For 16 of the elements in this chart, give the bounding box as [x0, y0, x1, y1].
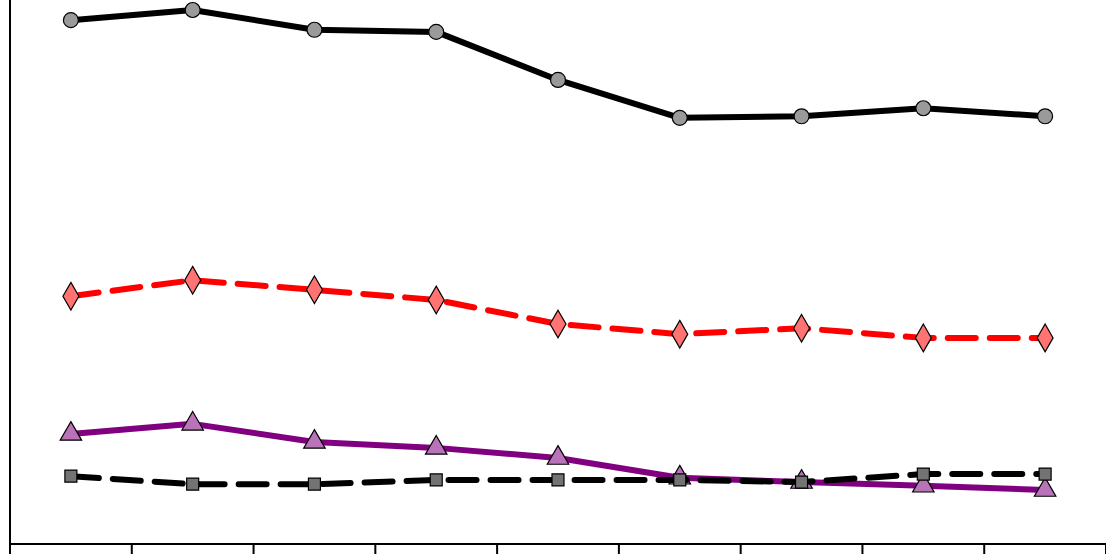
point	[307, 477, 322, 491]
point	[793, 108, 810, 125]
point	[916, 467, 930, 481]
point	[549, 71, 567, 89]
point	[428, 23, 445, 40]
point	[671, 109, 688, 126]
point	[551, 473, 565, 487]
point	[184, 1, 201, 19]
point	[62, 12, 79, 29]
point	[915, 100, 932, 117]
point	[186, 477, 200, 491]
point	[306, 21, 323, 38]
point	[64, 469, 78, 483]
point	[1037, 108, 1054, 125]
point	[1038, 467, 1052, 481]
point	[429, 473, 443, 487]
